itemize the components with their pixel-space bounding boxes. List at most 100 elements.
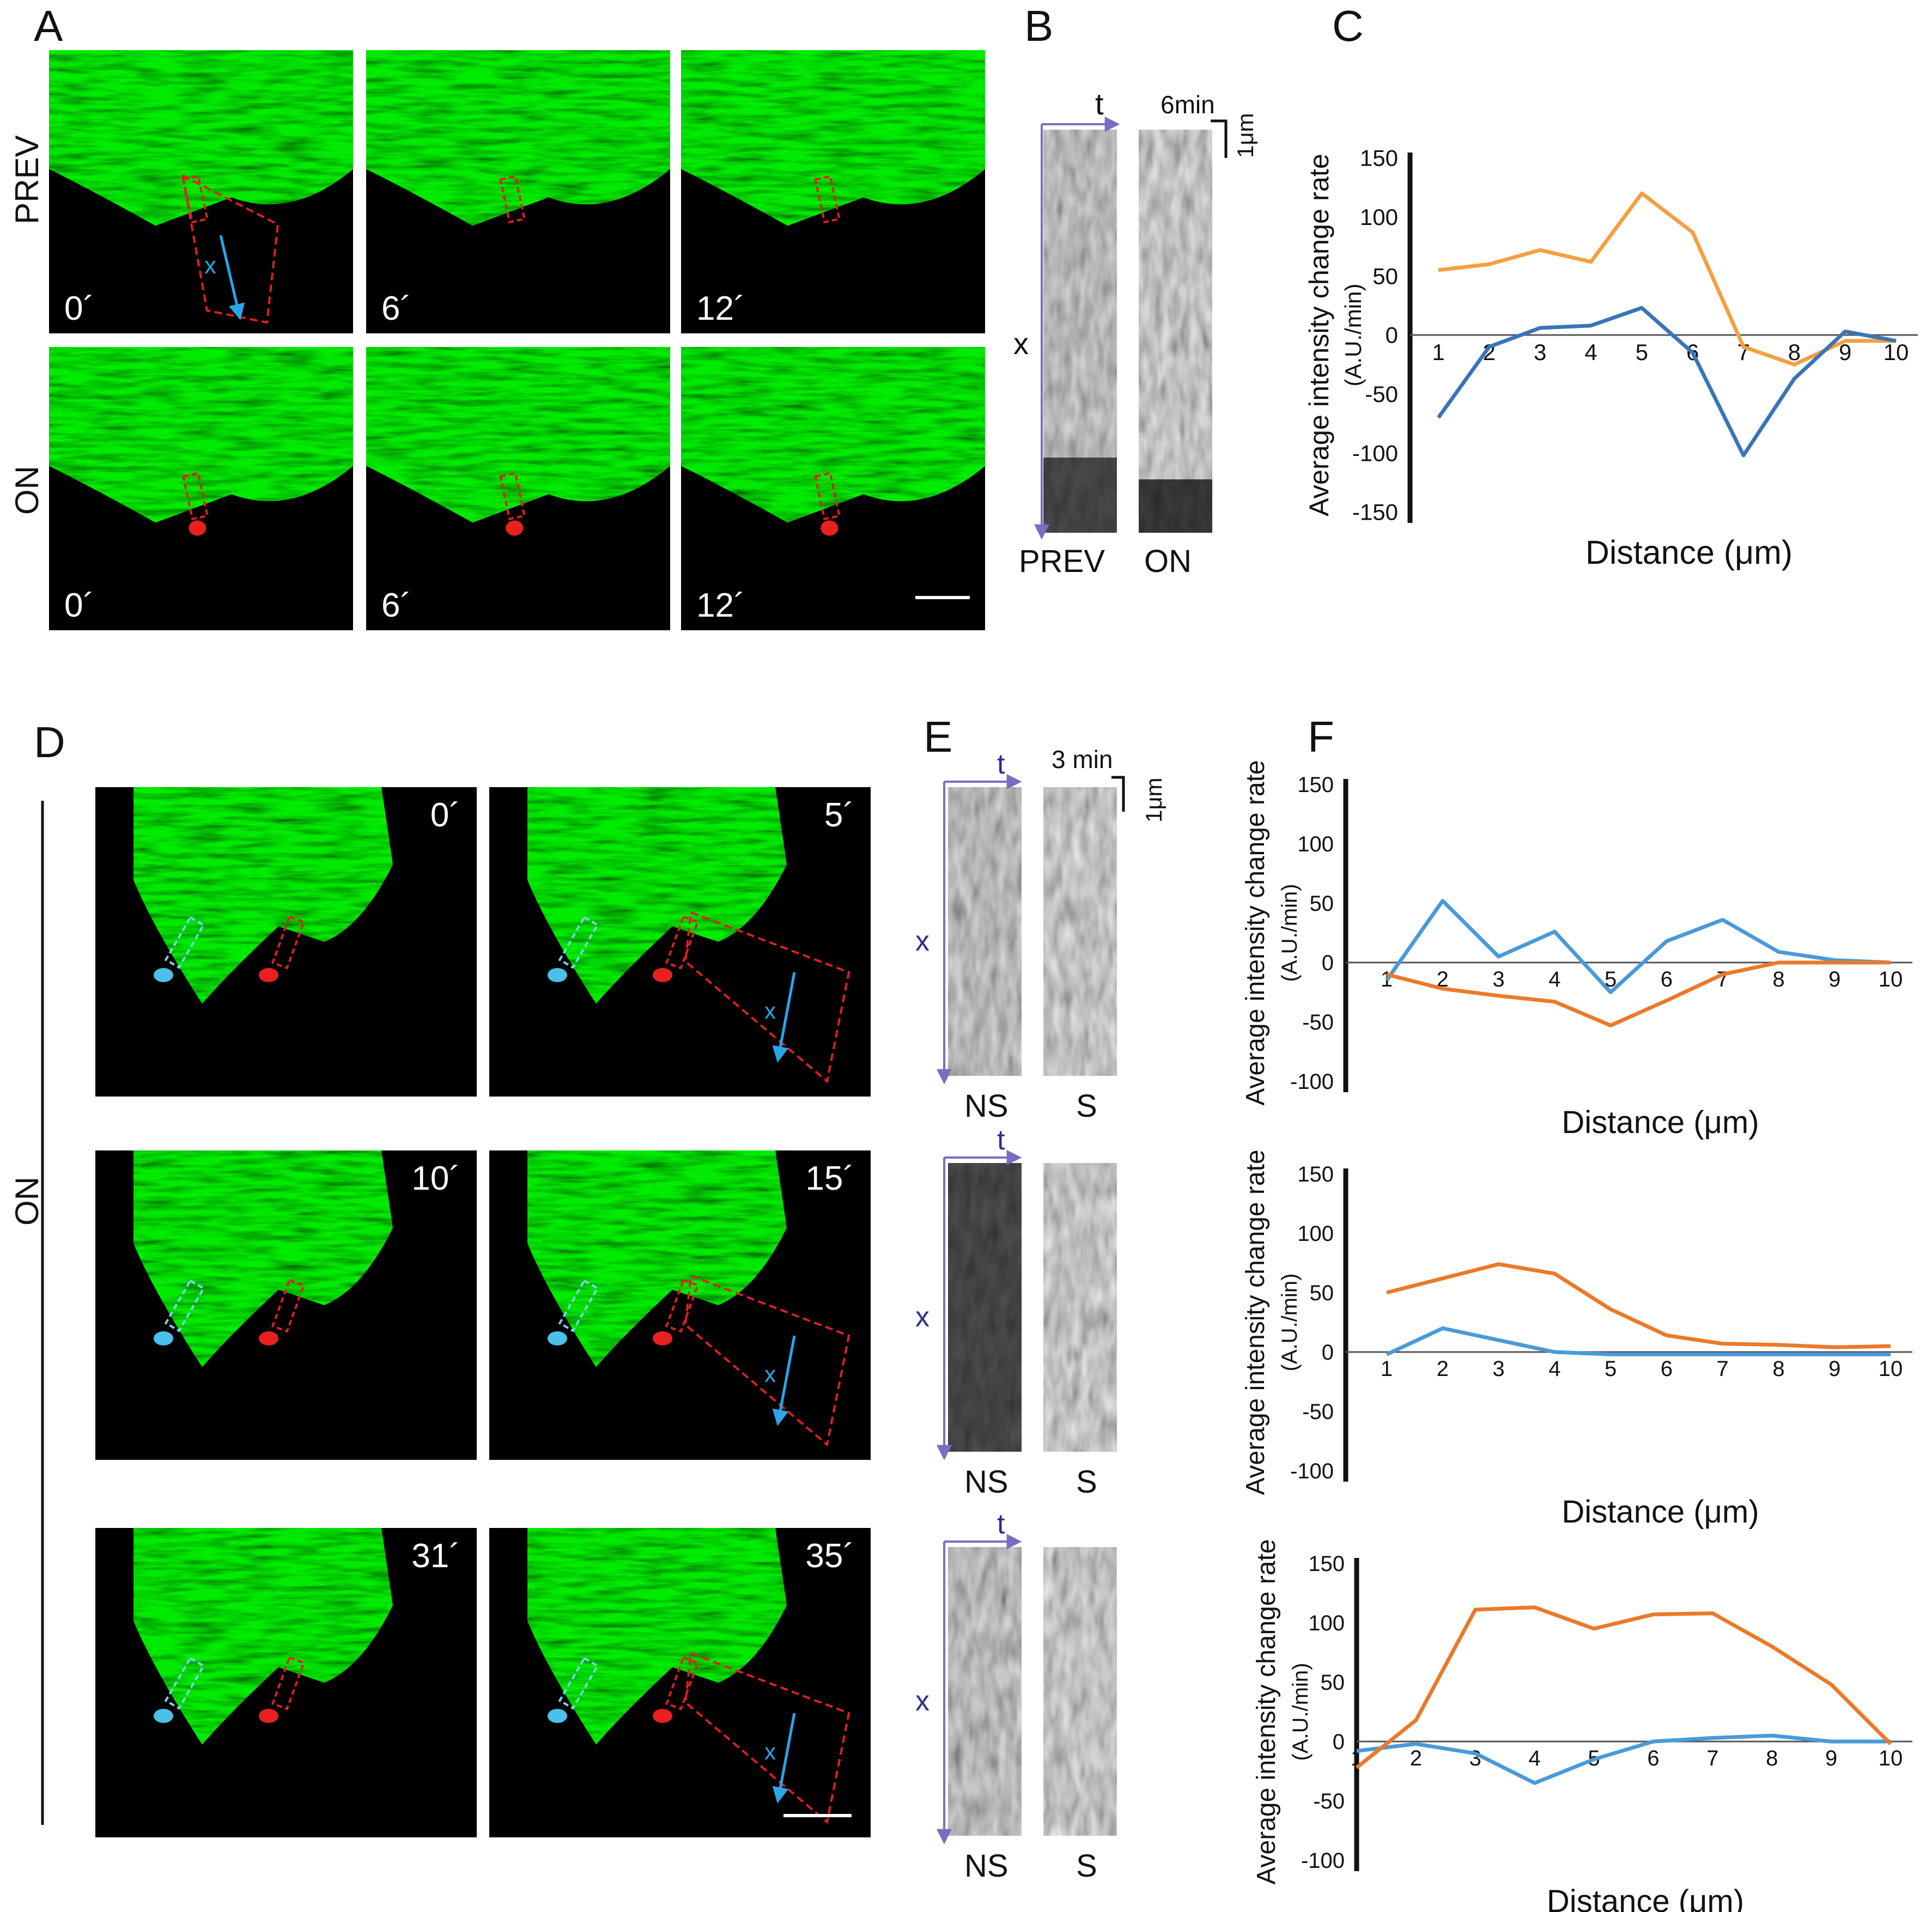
roi-rectangle-cyan bbox=[164, 1279, 205, 1332]
y-axis-unit: (A.U./min) bbox=[1278, 884, 1302, 982]
y-axis-title: Average intensity change rate bbox=[1303, 154, 1334, 516]
y-axis-unit: (A.U./min) bbox=[1340, 284, 1366, 387]
y-tick-label: 150 bbox=[1297, 773, 1334, 797]
x-tick-label: 7 bbox=[1717, 1357, 1729, 1381]
panel-label-c: C bbox=[1332, 2, 1364, 50]
y-axis-unit: (A.U./min) bbox=[1289, 1663, 1313, 1761]
y-tick-label: -100 bbox=[1352, 440, 1398, 466]
panel-d-micrographs: 0´ 5´ x 10´ 15´ x 31´ 35´ x bbox=[95, 787, 871, 1837]
y-tick-label: 50 bbox=[1321, 1671, 1345, 1695]
control-spot-cyan bbox=[154, 1709, 173, 1723]
x-direction-arrow bbox=[219, 235, 245, 320]
control-spot-cyan bbox=[154, 1331, 173, 1345]
kymo-e-label-s: S bbox=[1076, 1088, 1097, 1124]
x-direction-label: x bbox=[764, 998, 776, 1024]
roi-rectangle-red bbox=[271, 915, 306, 970]
kymo-e-label-s: S bbox=[1076, 1848, 1097, 1884]
roi-rectangle-red bbox=[271, 1656, 306, 1710]
kymographs-e: t x NS St x NS St x NS S bbox=[915, 748, 1125, 1884]
x-tick-label: 4 bbox=[1529, 1746, 1541, 1770]
y-tick-label: -100 bbox=[1301, 1849, 1345, 1873]
y-tick-label: 0 bbox=[1386, 322, 1398, 348]
kymo-b-time-scale: 6min bbox=[1161, 90, 1215, 119]
micrograph-d-r1-c1: 0´ bbox=[95, 787, 477, 1097]
panel-label-e: E bbox=[924, 713, 952, 761]
roi-rectangle-cyan bbox=[558, 1657, 599, 1710]
y-tick-label: -50 bbox=[1302, 1010, 1334, 1034]
x-direction-arrow bbox=[772, 1713, 796, 1804]
x-tick-label: 3 bbox=[1492, 967, 1504, 991]
roi-zoom-outline bbox=[684, 1652, 850, 1824]
kymo-e-space-scale: 1μm bbox=[1141, 777, 1167, 823]
kymo-e-t-label: t bbox=[997, 1124, 1005, 1156]
panel-a-micrographs: 0´ x 6´ 12´ 0´ 6´ 12´ bbox=[49, 50, 985, 630]
y-tick-label: 50 bbox=[1310, 892, 1334, 916]
x-tick-label: 8 bbox=[1788, 339, 1801, 365]
x-tick-label: 9 bbox=[1828, 1357, 1840, 1381]
micrograph-d-r2-c2-time: 15´ bbox=[805, 1160, 854, 1197]
roi-rectangle-red bbox=[665, 915, 700, 970]
roi-rectangle-cyan bbox=[164, 916, 205, 969]
panel-label-b: B bbox=[1024, 2, 1053, 50]
series-line-2 bbox=[1355, 1605, 1892, 1769]
x-direction-arrow bbox=[772, 1335, 796, 1426]
series-line-1 bbox=[1385, 899, 1891, 994]
x-tick-label: 7 bbox=[1737, 339, 1749, 365]
micrograph-a-r2-c1: 0´ bbox=[49, 347, 353, 630]
roi-rectangle-red bbox=[665, 1278, 700, 1333]
y-tick-label: -150 bbox=[1352, 500, 1398, 525]
y-tick-label: 0 bbox=[1322, 1341, 1334, 1365]
kymo-e-time-scale: 3 min bbox=[1052, 745, 1113, 774]
stimulation-spot-red bbox=[653, 968, 672, 982]
panel-d-side-label: ON bbox=[9, 1177, 45, 1226]
x-direction-label: x bbox=[764, 1361, 776, 1387]
kymo-e-t-label: t bbox=[997, 748, 1005, 780]
panel-label-f: F bbox=[1308, 713, 1334, 761]
control-spot-cyan bbox=[548, 968, 567, 982]
x-tick-label: 1 bbox=[1381, 1357, 1393, 1381]
stimulation-spot-red bbox=[506, 520, 524, 536]
micrograph-d-r3-c2-time: 35´ bbox=[805, 1537, 854, 1575]
x-axis-title: Distance (μm) bbox=[1585, 534, 1793, 571]
x-tick-label: 2 bbox=[1410, 1746, 1422, 1770]
x-tick-label: 5 bbox=[1636, 339, 1648, 365]
x-tick-label: 7 bbox=[1717, 967, 1729, 991]
roi-zoom-outline bbox=[684, 1274, 850, 1447]
micrograph-a-r1-c2: 6´ bbox=[366, 50, 670, 333]
y-tick-label: -50 bbox=[1313, 1789, 1345, 1813]
stimulation-spot-red bbox=[653, 1709, 672, 1723]
micrograph-a-r2-c3-time: 12´ bbox=[696, 587, 745, 624]
roi-rectangle-cyan bbox=[558, 916, 599, 969]
x-direction-label: x bbox=[764, 1739, 776, 1764]
kymo-e-x-label: x bbox=[915, 925, 929, 957]
micrograph-a-r1-c3: 12´ bbox=[681, 50, 985, 333]
x-tick-label: 1 bbox=[1432, 339, 1444, 365]
x-tick-label: 8 bbox=[1772, 1357, 1784, 1381]
x-tick-label: 3 bbox=[1469, 1746, 1481, 1770]
x-tick-label: 2 bbox=[1437, 1357, 1449, 1381]
x-direction-label: x bbox=[204, 252, 216, 279]
roi-rectangle-red bbox=[814, 175, 841, 224]
micrograph-a-r1-c1: 0´ x bbox=[49, 50, 353, 333]
x-tick-label: 8 bbox=[1772, 967, 1784, 991]
y-axis-title: Average intensity change rate bbox=[1241, 760, 1270, 1105]
kymo-e-x-label: x bbox=[915, 1301, 929, 1333]
kymo-b-x-label: x bbox=[1013, 326, 1029, 361]
x-tick-label: 6 bbox=[1661, 967, 1673, 991]
series-line-2 bbox=[1437, 306, 1897, 458]
roi-rectangle-red bbox=[182, 472, 209, 521]
roi-rectangle-red bbox=[271, 1278, 306, 1333]
micrograph-a-r1-c1-time: 0´ bbox=[64, 290, 94, 327]
kymo-b-t-label: t bbox=[1095, 87, 1104, 121]
kymo-b-space-scale: 1μm bbox=[1232, 113, 1258, 158]
micrograph-d-r2-c2: 15´ x bbox=[489, 1150, 871, 1460]
micrograph-a-r2-c3: 12´ bbox=[681, 347, 985, 630]
stimulation-spot-red bbox=[653, 1331, 672, 1345]
kymo-e-t-label: t bbox=[997, 1508, 1005, 1540]
x-tick-label: 4 bbox=[1548, 967, 1560, 991]
x-tick-label: 2 bbox=[1437, 967, 1449, 991]
x-tick-label: 4 bbox=[1548, 1357, 1560, 1381]
